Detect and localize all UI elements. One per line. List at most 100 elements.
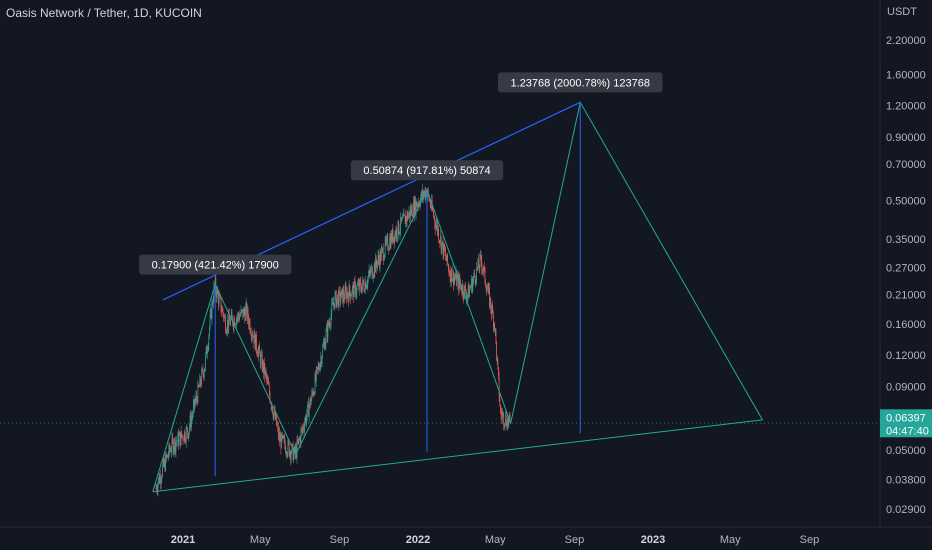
candle [496, 354, 498, 365]
candle-body [456, 272, 458, 286]
candle-body [247, 308, 248, 319]
candle-body [211, 302, 213, 319]
candle-body [409, 208, 411, 218]
candle-body [500, 410, 502, 415]
candle [333, 297, 335, 310]
candle [194, 398, 195, 413]
candle-body [214, 283, 215, 286]
candle-body [453, 277, 455, 285]
price-tick-label: 0.09000 [886, 381, 926, 393]
candle-body [276, 415, 277, 426]
candle [453, 270, 454, 291]
candle [231, 308, 233, 318]
candle-body [482, 269, 484, 272]
candle-body [169, 444, 170, 451]
candle [439, 240, 441, 249]
candle [324, 338, 326, 351]
candle [311, 388, 313, 401]
price-tick-label: 0.50000 [886, 196, 926, 208]
candle-body [163, 459, 165, 466]
candle [406, 215, 407, 228]
candle [189, 423, 190, 435]
candle [343, 285, 344, 308]
candle [485, 279, 487, 289]
candle-body [399, 233, 400, 234]
candle-body [314, 374, 316, 394]
candle-body [285, 445, 286, 453]
candle-body [345, 287, 347, 290]
candle [413, 196, 414, 218]
candle [478, 264, 480, 274]
candle-body [411, 206, 413, 217]
candle [303, 424, 305, 437]
candle [212, 299, 214, 307]
candle-body [183, 439, 185, 441]
candle [503, 422, 505, 429]
candle [221, 305, 223, 312]
candle-body [310, 399, 311, 405]
candle [504, 424, 506, 432]
candle-body [340, 297, 342, 302]
candle [252, 330, 253, 342]
candle [250, 327, 252, 342]
candle [237, 311, 239, 323]
candle [502, 411, 504, 417]
candle [492, 300, 494, 314]
candle-body [256, 350, 258, 355]
candle [357, 280, 358, 287]
candle [268, 377, 270, 386]
candle-body [200, 384, 202, 385]
candle [409, 204, 411, 222]
current-price-box [880, 409, 932, 438]
candle [192, 410, 194, 421]
candle [247, 304, 248, 324]
candle [328, 320, 329, 327]
candle-body [184, 431, 186, 441]
candle [353, 278, 355, 298]
candle-body [479, 255, 481, 269]
candle-body [452, 270, 454, 280]
candle [341, 286, 343, 296]
candle [486, 283, 488, 293]
candle-body [503, 412, 505, 426]
candle-body [507, 418, 509, 424]
candle [399, 232, 400, 235]
candle-body [411, 206, 412, 214]
candle [235, 322, 237, 326]
candle [176, 440, 178, 448]
candle-body [265, 370, 266, 377]
candle-body [362, 279, 364, 284]
candle [173, 438, 174, 455]
candle-body [326, 326, 328, 338]
candle-body [287, 440, 289, 454]
candle-body [464, 285, 466, 287]
candle-body [476, 267, 477, 282]
candle-body [505, 415, 506, 425]
time-axis[interactable]: 2021 May Sep 2022 May Sep 2023 May Sep [171, 534, 819, 546]
candle [304, 417, 306, 434]
candle [160, 469, 161, 490]
candle-body [233, 318, 235, 328]
candle-body [339, 290, 341, 302]
candle-body [320, 357, 322, 364]
candle-body [357, 282, 359, 286]
candle [502, 407, 503, 424]
candle-body [502, 412, 504, 414]
annotations: 0.17900 (421.42%) 17900 0.50874 (917.81%)… [139, 72, 663, 275]
candle-body [306, 405, 308, 416]
symbol-title[interactable]: Oasis Network / Tether, 1D, KUCOIN [6, 6, 202, 20]
time-tick-label: May [720, 534, 741, 546]
candle-body [476, 267, 478, 269]
candle-body [302, 426, 304, 430]
price-axis[interactable]: 2.20000 1.60000 1.20000 0.90000 0.70000 0.500… [886, 35, 926, 516]
candle [396, 226, 398, 243]
candle-body [237, 313, 239, 318]
candle [267, 375, 269, 384]
candle-body [321, 356, 323, 364]
candle-body [415, 198, 416, 215]
candle-body [382, 248, 383, 249]
candle-body [256, 334, 257, 351]
candle [422, 188, 424, 204]
candle [279, 430, 281, 442]
